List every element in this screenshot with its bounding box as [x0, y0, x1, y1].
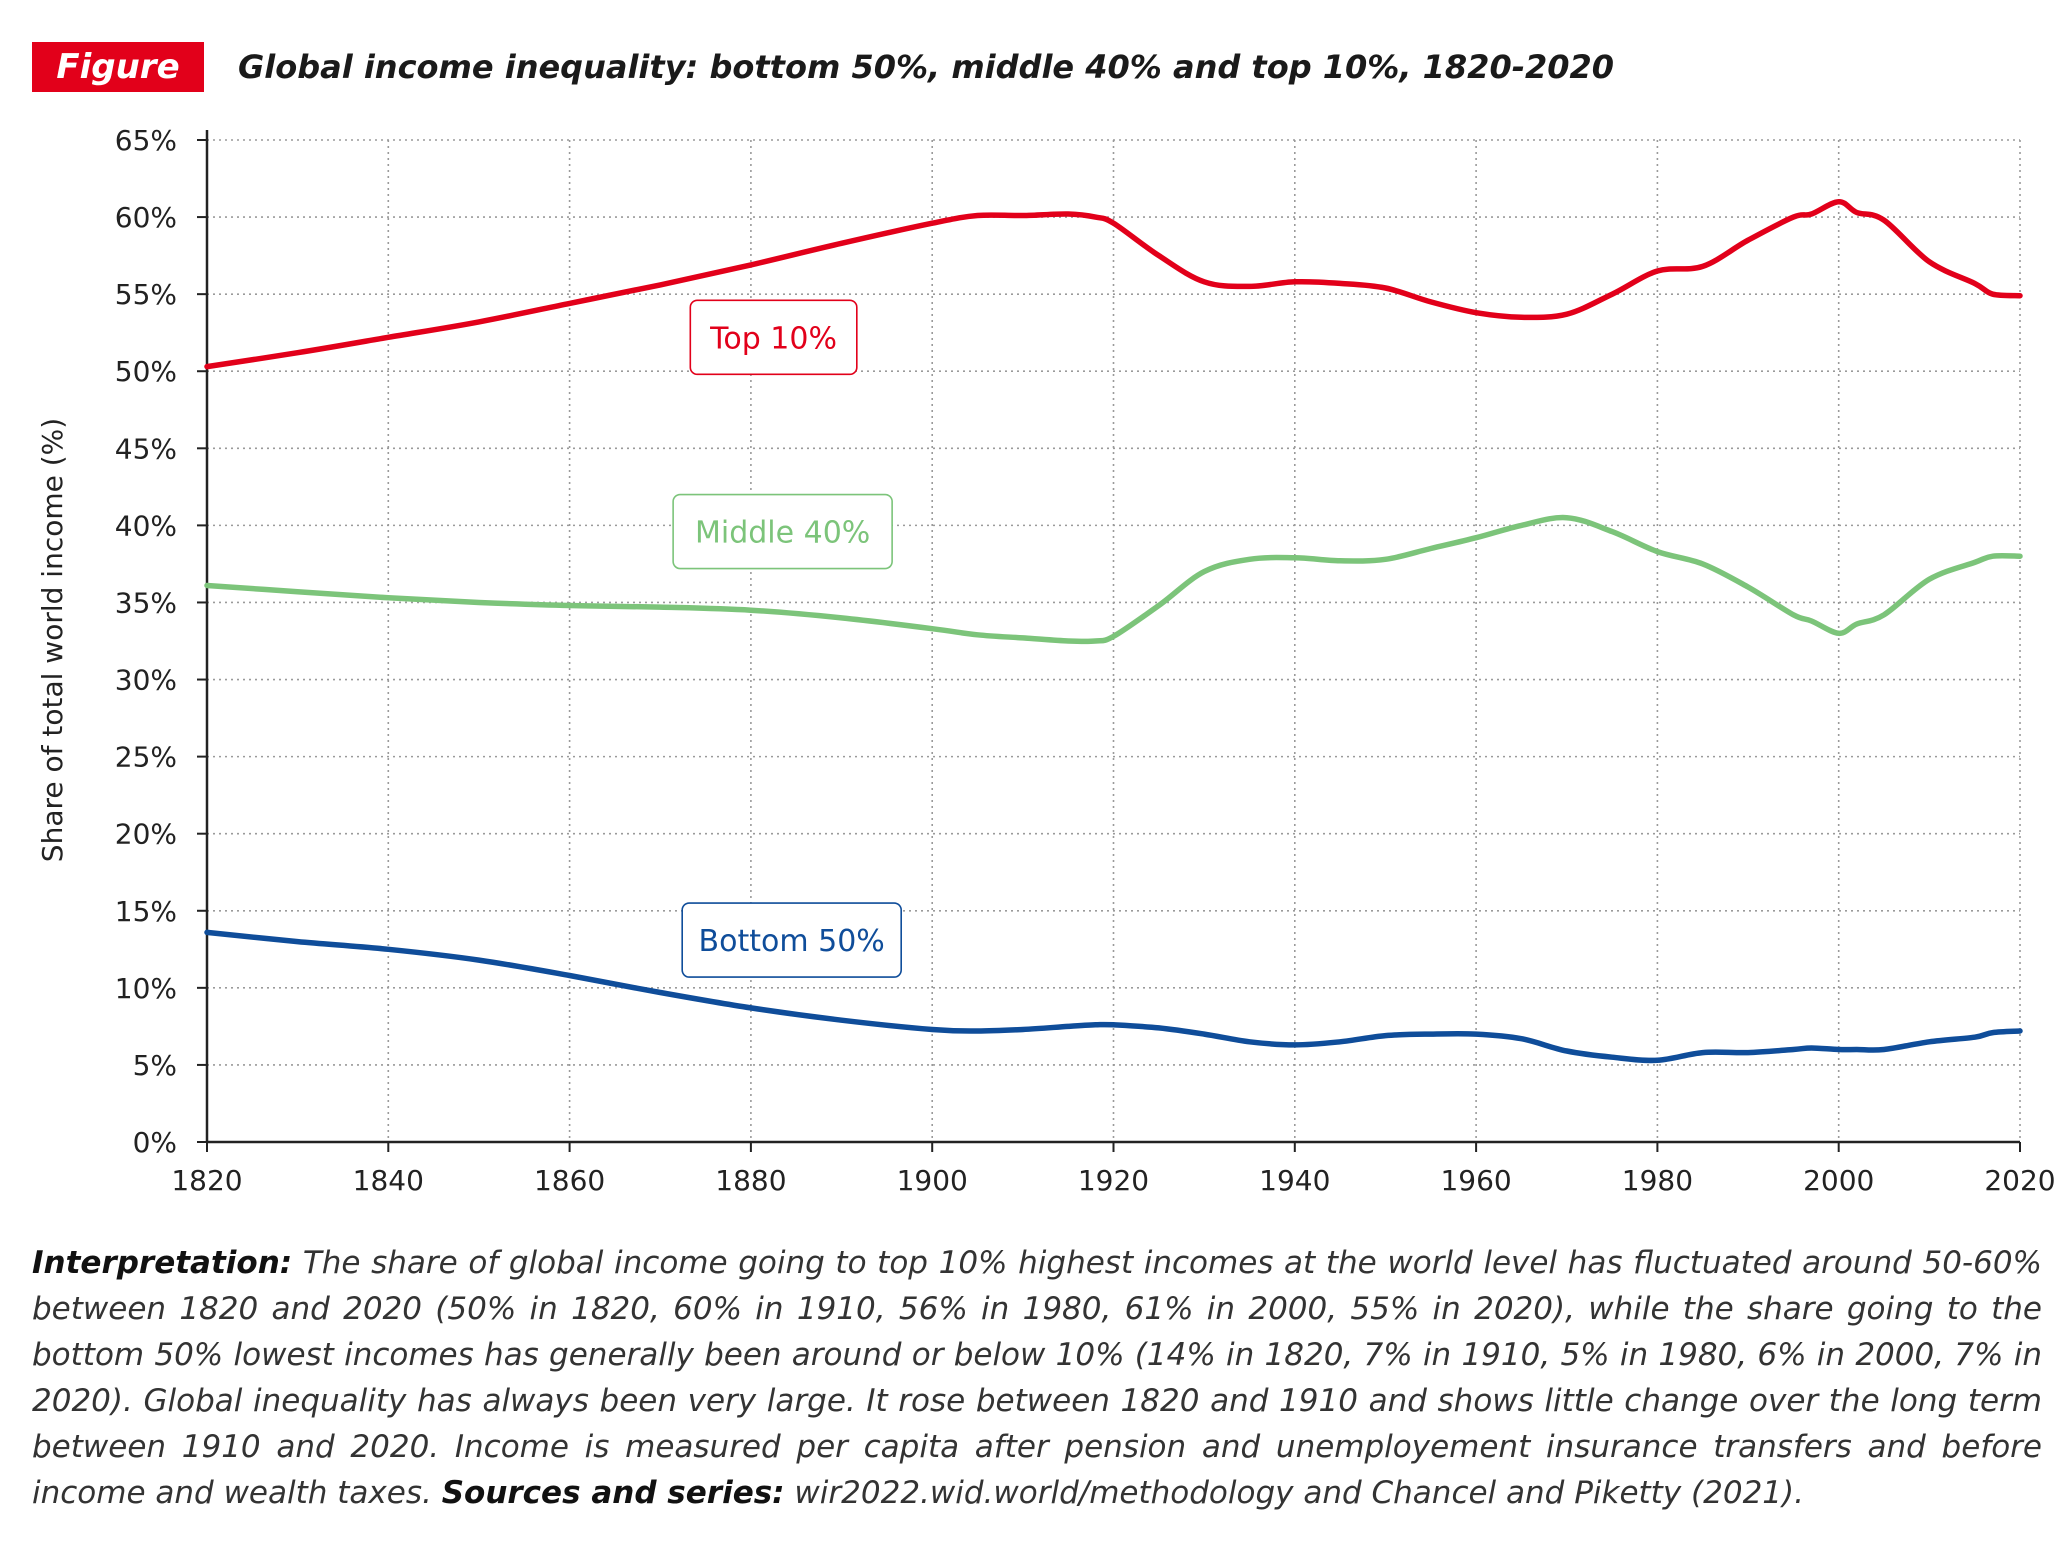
- series-line-bottom-50-: [204, 929, 2023, 1064]
- axes: [197, 130, 2021, 1152]
- y-tick-label: 5%: [133, 1049, 177, 1082]
- y-tick-label: 30%: [115, 664, 177, 697]
- x-tick-label: 1940: [1259, 1164, 1330, 1197]
- x-tick-label: 1960: [1440, 1164, 1511, 1197]
- series-line-top-10-: [204, 198, 2023, 370]
- y-axis-label: Share of total world income (%): [36, 418, 69, 862]
- y-tick-label: 50%: [115, 355, 177, 388]
- x-tick-label: 1820: [171, 1164, 242, 1197]
- x-tick-labels: 1820 1840 1860 1880 1900 1920 1940 1960 1980 2000…: [171, 1164, 2055, 1197]
- sources-label: Sources and series:: [441, 1475, 785, 1511]
- x-tick-label: 1920: [1078, 1164, 1149, 1197]
- series-line-middle-40-: [204, 514, 2023, 645]
- y-tick-label: 55%: [115, 278, 177, 311]
- series-label: Top 10%: [709, 321, 837, 356]
- series-label: Middle 40%: [695, 516, 870, 551]
- y-tick-label: 15%: [115, 895, 177, 928]
- gridlines: [207, 139, 2021, 1142]
- sources-text: wir2022.wid.world/methodology and Chance…: [784, 1475, 1804, 1511]
- y-tick-label: 10%: [115, 972, 177, 1005]
- x-tick-label: 1840: [353, 1164, 424, 1197]
- series-label-box: [672, 493, 893, 570]
- series-label-box: [689, 299, 858, 376]
- y-tick-label: 35%: [115, 586, 177, 619]
- series-lines: [204, 198, 2023, 1064]
- interpretation-label: Interpretation:: [32, 1245, 293, 1281]
- y-tick-label: 25%: [115, 741, 177, 774]
- y-tick-label: 65%: [115, 124, 177, 157]
- series-label: Bottom 50%: [699, 924, 885, 959]
- x-tick-label: 1900: [897, 1164, 968, 1197]
- series-labels: Top 10% Middle 40% Bottom 50%: [672, 299, 902, 978]
- x-tick-label: 1860: [534, 1164, 605, 1197]
- y-tick-label: 60%: [115, 201, 177, 234]
- figure-label: Figure 2.1: [32, 42, 204, 137]
- y-tick-label: 0%: [133, 1126, 177, 1159]
- x-tick-label: 2020: [1984, 1164, 2055, 1197]
- interpretation-caption: Interpretation: The share of global inco…: [32, 1240, 2042, 1516]
- line-chart: 0% 5% 10% 15% 20% 25% 30% 35% 40% 45% 50% 55% 60% 65%…: [36, 124, 2056, 1197]
- chart-title: Global income inequality: bottom 50%, mi…: [238, 48, 1615, 86]
- y-tick-labels: 0% 5% 10% 15% 20% 25% 30% 35% 40% 45% 50% 55% 60% 65%: [115, 124, 177, 1159]
- x-tick-label: 2000: [1803, 1164, 1874, 1197]
- y-tick-label: 20%: [115, 818, 177, 851]
- x-tick-label: 1980: [1622, 1164, 1693, 1197]
- y-tick-label: 45%: [115, 432, 177, 465]
- series-label-box: [681, 902, 902, 978]
- x-tick-label: 1880: [715, 1164, 786, 1197]
- interpretation-text: The share of global income going to top …: [32, 1245, 2042, 1511]
- y-tick-label: 40%: [115, 509, 177, 542]
